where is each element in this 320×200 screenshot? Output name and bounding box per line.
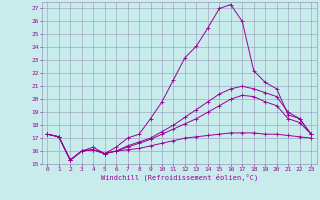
X-axis label: Windchill (Refroidissement éolien,°C): Windchill (Refroidissement éolien,°C)	[100, 173, 258, 181]
